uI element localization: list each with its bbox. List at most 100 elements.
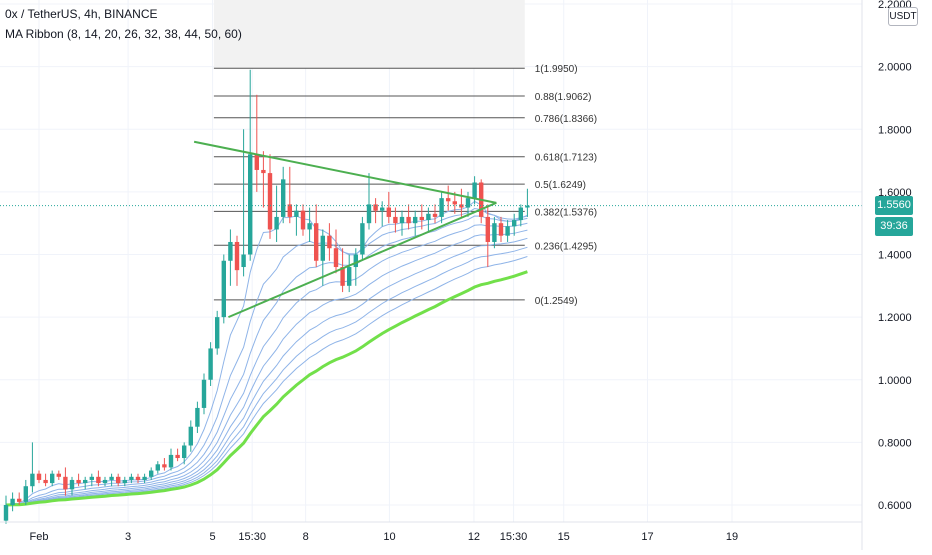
candle-body	[122, 479, 127, 484]
candle-body	[320, 235, 325, 261]
ma-ribbon-line-26	[5, 222, 528, 506]
candle-body	[459, 204, 464, 208]
fib-level-label: 0.382(1.5376)	[535, 207, 597, 218]
trendline	[228, 201, 497, 319]
candle-body	[432, 213, 438, 217]
candle-body	[215, 317, 220, 349]
candle-body	[248, 154, 253, 255]
candle-body	[116, 476, 121, 484]
candle-body	[393, 216, 398, 224]
candle-body	[525, 205, 530, 208]
candle-body	[492, 223, 497, 242]
candle-body	[96, 476, 101, 484]
candle-body	[102, 479, 108, 484]
candle-body	[340, 267, 345, 286]
candle-body	[267, 173, 273, 230]
candle-body	[446, 198, 451, 202]
candle-body	[241, 254, 246, 268]
candle-body	[353, 254, 358, 268]
candle-body	[333, 248, 339, 268]
fib-level-label: 0(1.2549)	[535, 296, 578, 307]
candle-body	[30, 473, 35, 487]
candle-body	[155, 464, 160, 471]
candle-body	[512, 220, 517, 227]
candle-body	[3, 505, 9, 521]
candle-body	[347, 267, 352, 286]
candle-body	[472, 182, 477, 199]
candle-body	[228, 241, 233, 261]
candle-body	[83, 479, 88, 484]
candle-body	[23, 486, 28, 502]
candle-body	[195, 407, 200, 427]
candle-body	[300, 210, 306, 230]
candle-body	[366, 204, 372, 224]
candle-body	[201, 379, 207, 408]
candle-body	[386, 207, 391, 217]
x-tick-label: 10	[383, 531, 395, 543]
x-tick-label: 5	[210, 531, 216, 543]
candle-body	[413, 216, 418, 224]
candle-body	[109, 476, 114, 480]
candle-body	[380, 207, 385, 211]
candle-body	[63, 476, 68, 490]
candle-body	[518, 207, 523, 221]
candle-body	[43, 479, 48, 484]
candle-body	[208, 348, 213, 380]
x-tick-label: 15:30	[500, 531, 528, 543]
candle-body	[294, 210, 299, 217]
candle-body	[261, 169, 266, 174]
y-tick-label: 0.8000	[878, 437, 912, 449]
candle-body	[419, 216, 424, 221]
candle-body	[89, 476, 94, 480]
candle-body	[465, 198, 471, 208]
candle-body	[168, 454, 174, 468]
candle-body	[36, 473, 42, 480]
candle-body	[162, 464, 167, 468]
candle-body	[274, 216, 279, 230]
candle-body	[69, 479, 75, 490]
candle-body	[135, 476, 141, 480]
x-tick-label: 15:30	[238, 531, 266, 543]
x-tick-label: 8	[303, 531, 309, 543]
ma-ribbon-line-60	[5, 270, 528, 507]
ma-ribbon-line-50	[5, 256, 528, 506]
candle-body	[314, 223, 319, 261]
candle-body	[406, 216, 411, 224]
y-tick-label: 1.4000	[878, 250, 912, 262]
trendline	[193, 140, 497, 204]
ma-ribbon-line-44	[5, 246, 528, 506]
candle-body	[426, 213, 431, 221]
currency-badge[interactable]: USDT	[888, 7, 918, 26]
candle-body	[56, 473, 61, 477]
ma-ribbon-line-38	[5, 237, 528, 506]
y-tick-label: 1.0000	[878, 375, 912, 387]
ma-ribbon-line-32	[5, 229, 528, 506]
candle-body	[439, 198, 444, 217]
candle-body	[505, 226, 510, 236]
candle-body	[399, 216, 405, 224]
y-tick-label: 0.6000	[878, 500, 912, 512]
y-tick-label: 1.8000	[878, 124, 912, 136]
y-tick-label: 2.0000	[878, 62, 912, 74]
candle-body	[17, 498, 22, 502]
candle-body	[287, 204, 292, 217]
candle-body	[76, 479, 81, 484]
fib-level-label: 1(1.9950)	[535, 64, 578, 75]
candle-body	[307, 223, 312, 230]
ma-ribbon-line-20	[5, 215, 528, 506]
candle-body	[188, 426, 193, 446]
symbol-title[interactable]: 0x / TetherUS, 4h, BINANCE	[5, 7, 158, 21]
fib-extension-zone	[213, 0, 525, 69]
y-tick-label: 1.2000	[878, 312, 912, 324]
indicator-title[interactable]: MA Ribbon (8, 14, 20, 26, 32, 38, 44, 50…	[5, 27, 242, 41]
candle-body	[182, 445, 187, 459]
candle-body	[254, 154, 259, 170]
candle-body	[234, 241, 240, 271]
x-tick-label: 19	[726, 531, 738, 543]
chart-legend: 0x / TetherUS, 4h, BINANCE MA Ribbon (8,…	[5, 4, 242, 44]
candle-body	[485, 216, 490, 242]
x-tick-label: Feb	[30, 531, 49, 543]
x-tick-label: 17	[641, 531, 653, 543]
